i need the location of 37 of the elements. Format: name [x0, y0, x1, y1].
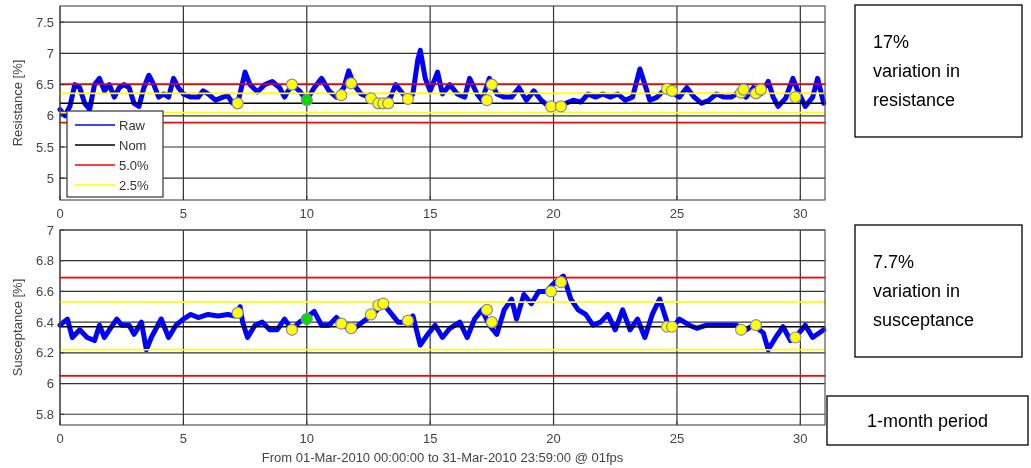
x-tick-label: 0 — [56, 206, 64, 221]
x-tick-label: 0 — [56, 431, 64, 446]
y-axis-title: Resistance [%] — [10, 59, 25, 147]
x-tick-label: 10 — [299, 431, 315, 446]
y-tick-label: 6.6 — [35, 283, 54, 299]
x-tick-label: 5 — [179, 431, 187, 446]
legend-label: 5.0% — [119, 157, 150, 173]
legend-label: 2.5% — [119, 177, 150, 193]
text: 7.7% variation in susceptance — [873, 252, 975, 331]
y-tick-label: 5.5 — [35, 139, 54, 155]
y-tick-label: 5 — [46, 170, 54, 186]
y-tick-label: 6.2 — [35, 345, 54, 361]
x-axis-title: From 01-Mar-2010 00:00:00 to 31-Mar-2010 23:59:00 @ 01fps — [261, 450, 624, 465]
y-tick-label: 6 — [46, 376, 54, 392]
text: 1-month period — [866, 410, 989, 431]
x-tick-label: 30 — [793, 206, 808, 221]
y-tick-label: 6 — [46, 108, 54, 124]
y-axis-title: Susceptance [%] — [10, 278, 25, 377]
x-tick-label: 5 — [179, 206, 187, 221]
x-tick-label: 25 — [669, 431, 685, 446]
x-tick-label: 15 — [422, 431, 438, 446]
x-tick-label: 20 — [546, 431, 561, 446]
x-tick-label: 10 — [299, 206, 315, 221]
y-tick-label: 7 — [46, 45, 54, 61]
x-tick-label: 30 — [793, 431, 808, 446]
x-tick-label: 25 — [669, 206, 685, 221]
y-tick-label: 6.4 — [35, 314, 54, 330]
y-tick-label: 7.5 — [35, 14, 54, 30]
legend-label: Nom — [119, 137, 147, 153]
y-tick-label: 5.8 — [35, 406, 54, 422]
x-tick-label: 15 — [422, 206, 438, 221]
legend-label: Raw — [119, 117, 146, 133]
y-tick-label: 7 — [46, 222, 54, 238]
y-tick-label: 6.5 — [35, 77, 54, 93]
text: 17% variation in resistance — [873, 32, 961, 111]
x-tick-label: 20 — [546, 206, 561, 221]
y-tick-label: 6.8 — [35, 253, 54, 269]
